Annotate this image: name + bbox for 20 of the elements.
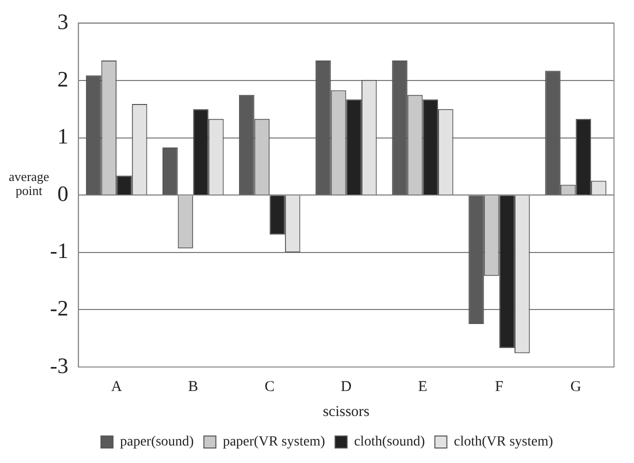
x-tick-label: D (340, 378, 352, 395)
legend-label: cloth(VR system) (454, 434, 554, 450)
x-tick-label: B (188, 378, 198, 395)
x-tick-label: A (111, 378, 122, 395)
x-tick-label: F (495, 378, 504, 395)
y-tick-label: -1 (50, 238, 68, 264)
y-tick-label: 0 (57, 180, 68, 206)
y-tick-label: 2 (57, 66, 68, 92)
x-tick-label: C (264, 378, 275, 395)
legend-label: cloth(sound) (354, 434, 426, 450)
legend-label: paper(sound) (120, 434, 194, 450)
x-axis-title: scissors (322, 404, 370, 420)
y-tick-label: 3 (57, 8, 68, 34)
x-tick-label: E (418, 378, 428, 395)
legend-label: paper(VR system) (222, 434, 326, 450)
x-tick-label: G (570, 378, 582, 395)
y-tick-label: 1 (57, 124, 68, 149)
y-tick-label: -3 (50, 352, 68, 378)
y-tick-label: -2 (50, 295, 68, 320)
y-axis-title: average point (8, 169, 50, 198)
